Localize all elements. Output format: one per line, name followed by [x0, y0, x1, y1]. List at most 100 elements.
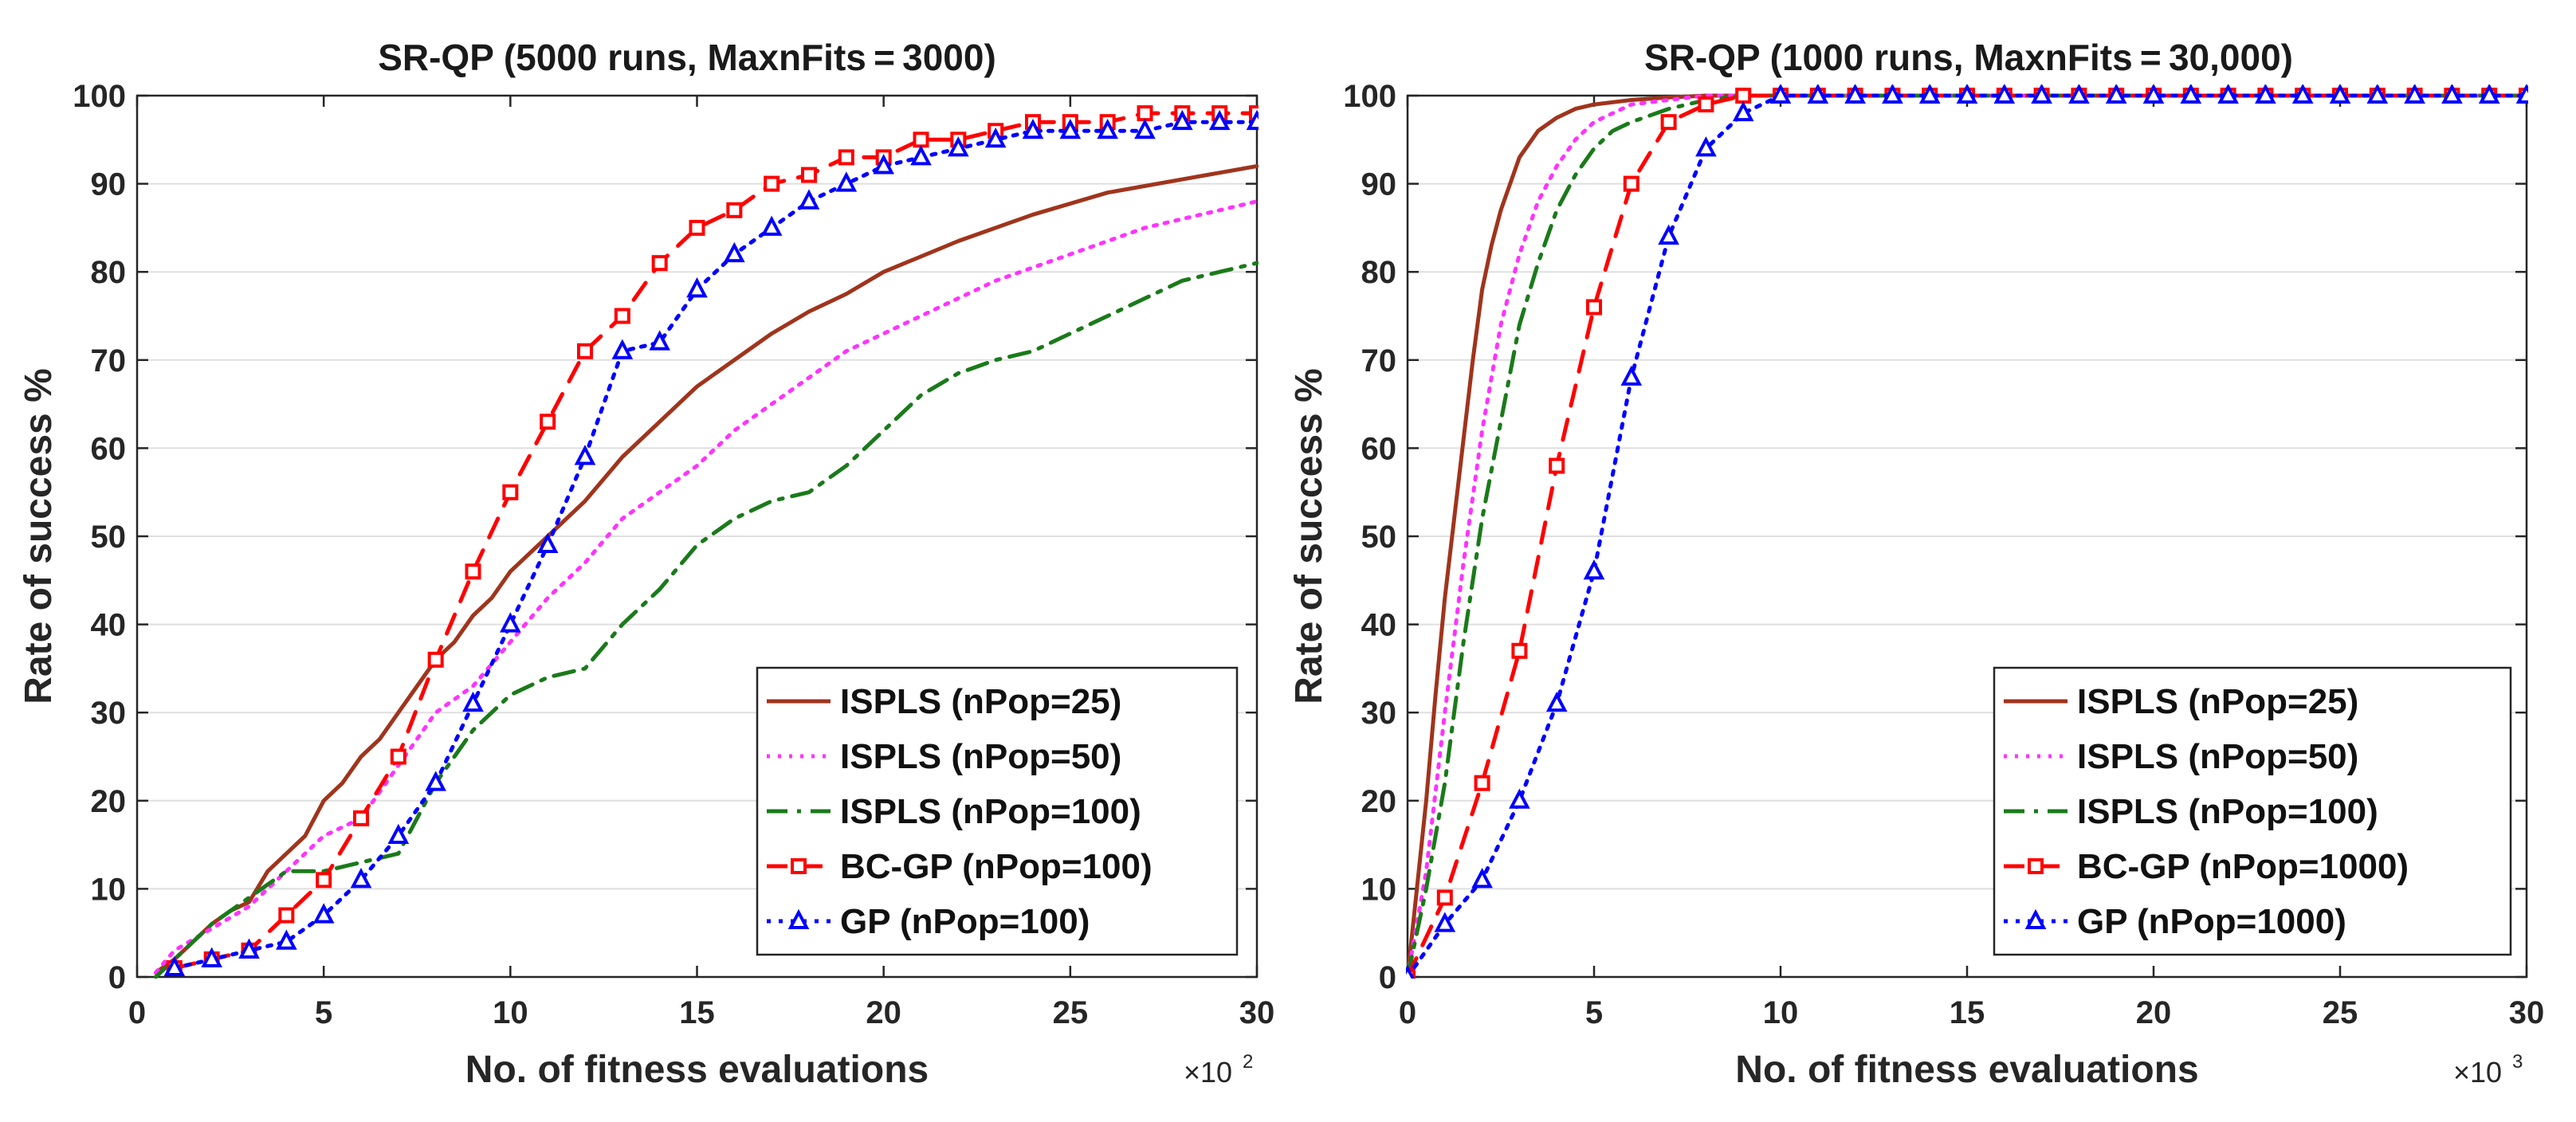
data-point-square: [801, 167, 817, 183]
data-point-triangle: [2515, 84, 2528, 104]
data-point-square: [791, 858, 807, 874]
data-point-triangle: [2105, 84, 2127, 104]
data-point-triangle: [1545, 691, 1568, 712]
x-tick-label: 25: [1053, 995, 1089, 1030]
data-point-square: [316, 872, 332, 889]
y-tick-label: 80: [91, 255, 127, 290]
legend-box: [1993, 666, 2512, 956]
y-tick-label: 100: [1343, 79, 1396, 114]
data-point-triangle: [1471, 868, 1493, 889]
data-point-triangle: [2478, 84, 2500, 104]
data-point-triangle: [312, 903, 335, 924]
data-point-triangle: [649, 330, 670, 351]
data-point-square: [427, 651, 444, 668]
data-point-triangle: [2366, 84, 2389, 104]
data-point-triangle: [1208, 109, 1231, 131]
chart-title: SR-QP (5000 runs, MaxnFits = 3000): [378, 37, 996, 78]
series-1: [153, 199, 1259, 975]
x-tick-label: 20: [2136, 995, 2172, 1030]
x-tick-label: 25: [2323, 995, 2358, 1030]
legend-label: BC-GP (nPop=1000): [2077, 847, 2409, 886]
x-axis-label: No. of fitness evaluations: [465, 1049, 929, 1091]
data-point-triangle: [1620, 365, 1643, 386]
data-point-triangle: [798, 189, 820, 210]
data-point-square: [614, 308, 630, 324]
legend-label: ISPLS (nPop=100): [840, 792, 1141, 831]
y-axis-label: Rate of success %: [1288, 368, 1330, 704]
data-point-triangle: [2068, 84, 2090, 104]
data-point-triangle: [873, 154, 894, 175]
series-1: [1406, 93, 2528, 979]
data-point-square: [540, 414, 556, 430]
y-tick-label: 50: [91, 520, 127, 555]
data-point-square: [465, 563, 481, 580]
series-line: [153, 261, 1259, 979]
x-tick-label: 5: [1585, 995, 1603, 1030]
y-tick-label: 0: [1379, 960, 1396, 995]
data-point-square: [764, 175, 780, 192]
data-point-triangle: [2441, 84, 2463, 104]
x-tick-label: 30: [2509, 995, 2545, 1030]
data-point-triangle: [350, 868, 372, 889]
series-line: [1406, 93, 2528, 979]
data-point-square: [1698, 96, 1714, 113]
data-point-square: [1137, 105, 1153, 122]
data-point-triangle: [2142, 84, 2165, 104]
data-point-square: [726, 202, 743, 218]
data-point-triangle: [163, 955, 186, 976]
data-point-square: [278, 907, 295, 924]
data-point-triangle: [835, 171, 858, 192]
series-4: [1406, 84, 2528, 979]
x-multiplier-base: ×10: [1184, 1056, 1232, 1089]
data-point-triangle: [1134, 118, 1156, 139]
series-4: [163, 109, 1259, 976]
x-tick-label: 10: [1763, 995, 1799, 1030]
data-point-triangle: [910, 145, 932, 166]
data-point-square: [353, 810, 369, 826]
legend-label: ISPLS (nPop=25): [2077, 682, 2358, 721]
data-point-triangle: [2180, 84, 2202, 104]
legend-box: [756, 666, 1239, 956]
data-point-triangle: [276, 929, 297, 950]
data-point-square: [577, 343, 593, 359]
data-point-triangle: [1882, 84, 1903, 104]
data-point-triangle: [948, 136, 969, 157]
y-tick-label: 90: [1361, 167, 1397, 202]
data-point-triangle: [1583, 559, 1605, 580]
y-tick-label: 20: [91, 784, 127, 819]
data-point-triangle: [462, 691, 484, 712]
y-tick-label: 40: [91, 608, 127, 643]
data-point-triangle: [2255, 84, 2276, 104]
data-point-triangle: [1732, 100, 1754, 122]
data-point-triangle: [984, 128, 1007, 148]
data-point-triangle: [1097, 118, 1118, 139]
series-2: [153, 261, 1259, 979]
y-tick-label: 100: [73, 79, 126, 114]
data-point-triangle: [1509, 788, 1530, 809]
series-line: [153, 164, 1259, 975]
data-point-triangle: [2291, 84, 2314, 104]
data-point-square: [1549, 457, 1565, 474]
data-point-square: [1660, 114, 1677, 131]
data-point-square: [1511, 642, 1528, 659]
series-line: [1406, 93, 2528, 979]
x-multiplier-exponent: 3: [2512, 1051, 2523, 1073]
data-point-triangle: [611, 339, 634, 359]
data-point-triangle: [2329, 84, 2351, 104]
x-tick-label: 10: [493, 995, 528, 1030]
data-point-triangle: [686, 277, 708, 298]
y-tick-label: 0: [108, 960, 126, 995]
data-point-triangle: [201, 947, 222, 967]
data-point-square: [689, 219, 705, 236]
legend-label: ISPLS (nPop=100): [2077, 792, 2378, 831]
x-axis-label: No. of fitness evaluations: [1735, 1049, 2198, 1091]
x-tick-label: 0: [128, 995, 146, 1030]
data-point-triangle: [1022, 118, 1044, 139]
legend-label: ISPLS (nPop=50): [2077, 737, 2358, 776]
data-point-triangle: [1172, 109, 1193, 131]
y-tick-label: 40: [1361, 608, 1397, 643]
data-point-square: [390, 748, 406, 765]
x-tick-label: 5: [315, 995, 332, 1030]
